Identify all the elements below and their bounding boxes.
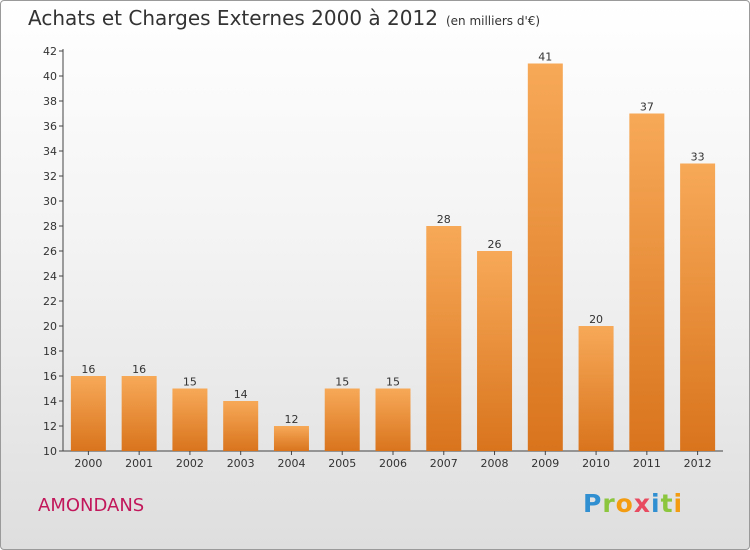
bar-2001 [121, 376, 157, 451]
y-tick-label: 26 [43, 245, 57, 258]
bar-2000 [70, 376, 106, 451]
x-tick-label-2005: 2005 [328, 457, 356, 470]
y-tick-label: 20 [43, 320, 57, 333]
y-tick-label: 34 [43, 145, 57, 158]
data-label-2012: 33 [691, 151, 705, 164]
data-label-2005: 15 [335, 376, 349, 389]
data-label-2008: 26 [488, 238, 502, 251]
data-label-2002: 15 [183, 376, 197, 389]
y-tick-label: 30 [43, 195, 57, 208]
commune-name: AMONDANS [38, 495, 145, 516]
data-label-2009: 41 [538, 51, 552, 64]
data-label-2010: 20 [589, 313, 603, 326]
data-label-2007: 28 [437, 213, 451, 226]
data-label-2004: 12 [284, 413, 298, 426]
x-tick-label-2004: 2004 [277, 457, 305, 470]
bar-2010 [578, 326, 614, 451]
y-tick-label: 32 [43, 170, 57, 183]
bar-2003 [223, 401, 259, 451]
bar-2007 [426, 226, 462, 451]
logo-letter: o [615, 489, 634, 518]
y-tick-label: 10 [43, 445, 57, 458]
logo-letter: r [602, 489, 616, 518]
data-label-2006: 15 [386, 376, 400, 389]
x-tick-label-2007: 2007 [430, 457, 458, 470]
bar-2006 [375, 388, 411, 451]
data-label-2003: 14 [234, 388, 248, 401]
y-tick-label: 14 [43, 395, 57, 408]
x-tick-label-2010: 2010 [582, 457, 610, 470]
y-tick-label: 28 [43, 220, 57, 233]
x-tick-label-2011: 2011 [633, 457, 661, 470]
unit-note: (en milliers d'€) [445, 14, 541, 28]
bar-2004 [273, 426, 309, 451]
x-tick-label-2003: 2003 [227, 457, 255, 470]
data-label-2001: 16 [132, 363, 146, 376]
bar-2011 [629, 113, 665, 451]
chart-title-text: Achats et Charges Externes 2000 à 2012 [28, 6, 438, 30]
proxiti-logo: Proxiti [583, 489, 683, 518]
x-tick-label-2008: 2008 [481, 457, 509, 470]
y-tick-label: 24 [43, 270, 57, 283]
bar-2005 [324, 388, 360, 451]
x-tick-label-2002: 2002 [176, 457, 204, 470]
y-tick-label: 22 [43, 295, 57, 308]
data-label-2011: 37 [640, 101, 654, 114]
y-tick-label: 12 [43, 420, 57, 433]
y-tick-label: 40 [43, 70, 57, 83]
logo-letter: i [651, 489, 661, 518]
chart-title: Achats et Charges Externes 2000 à 2012 (e… [28, 6, 540, 30]
logo-letter: P [583, 489, 603, 518]
logo-letter: t [660, 489, 674, 518]
x-tick-label-2009: 2009 [531, 457, 559, 470]
x-tick-label-2006: 2006 [379, 457, 407, 470]
y-tick-label: 18 [43, 345, 57, 358]
data-label-2000: 16 [81, 363, 95, 376]
x-tick-label-2000: 2000 [74, 457, 102, 470]
bar-2008 [477, 251, 513, 451]
y-tick-label: 42 [43, 45, 57, 58]
bar-2012 [680, 163, 716, 451]
y-tick-label: 36 [43, 120, 57, 133]
x-tick-label-2001: 2001 [125, 457, 153, 470]
x-tick-label-2012: 2012 [684, 457, 712, 470]
logo-letter: x [633, 489, 651, 518]
logo-letter: i [673, 489, 684, 518]
y-tick-label: 16 [43, 370, 57, 383]
bar-2002 [172, 388, 208, 451]
y-tick-label: 38 [43, 95, 57, 108]
bar-2009 [527, 63, 563, 451]
